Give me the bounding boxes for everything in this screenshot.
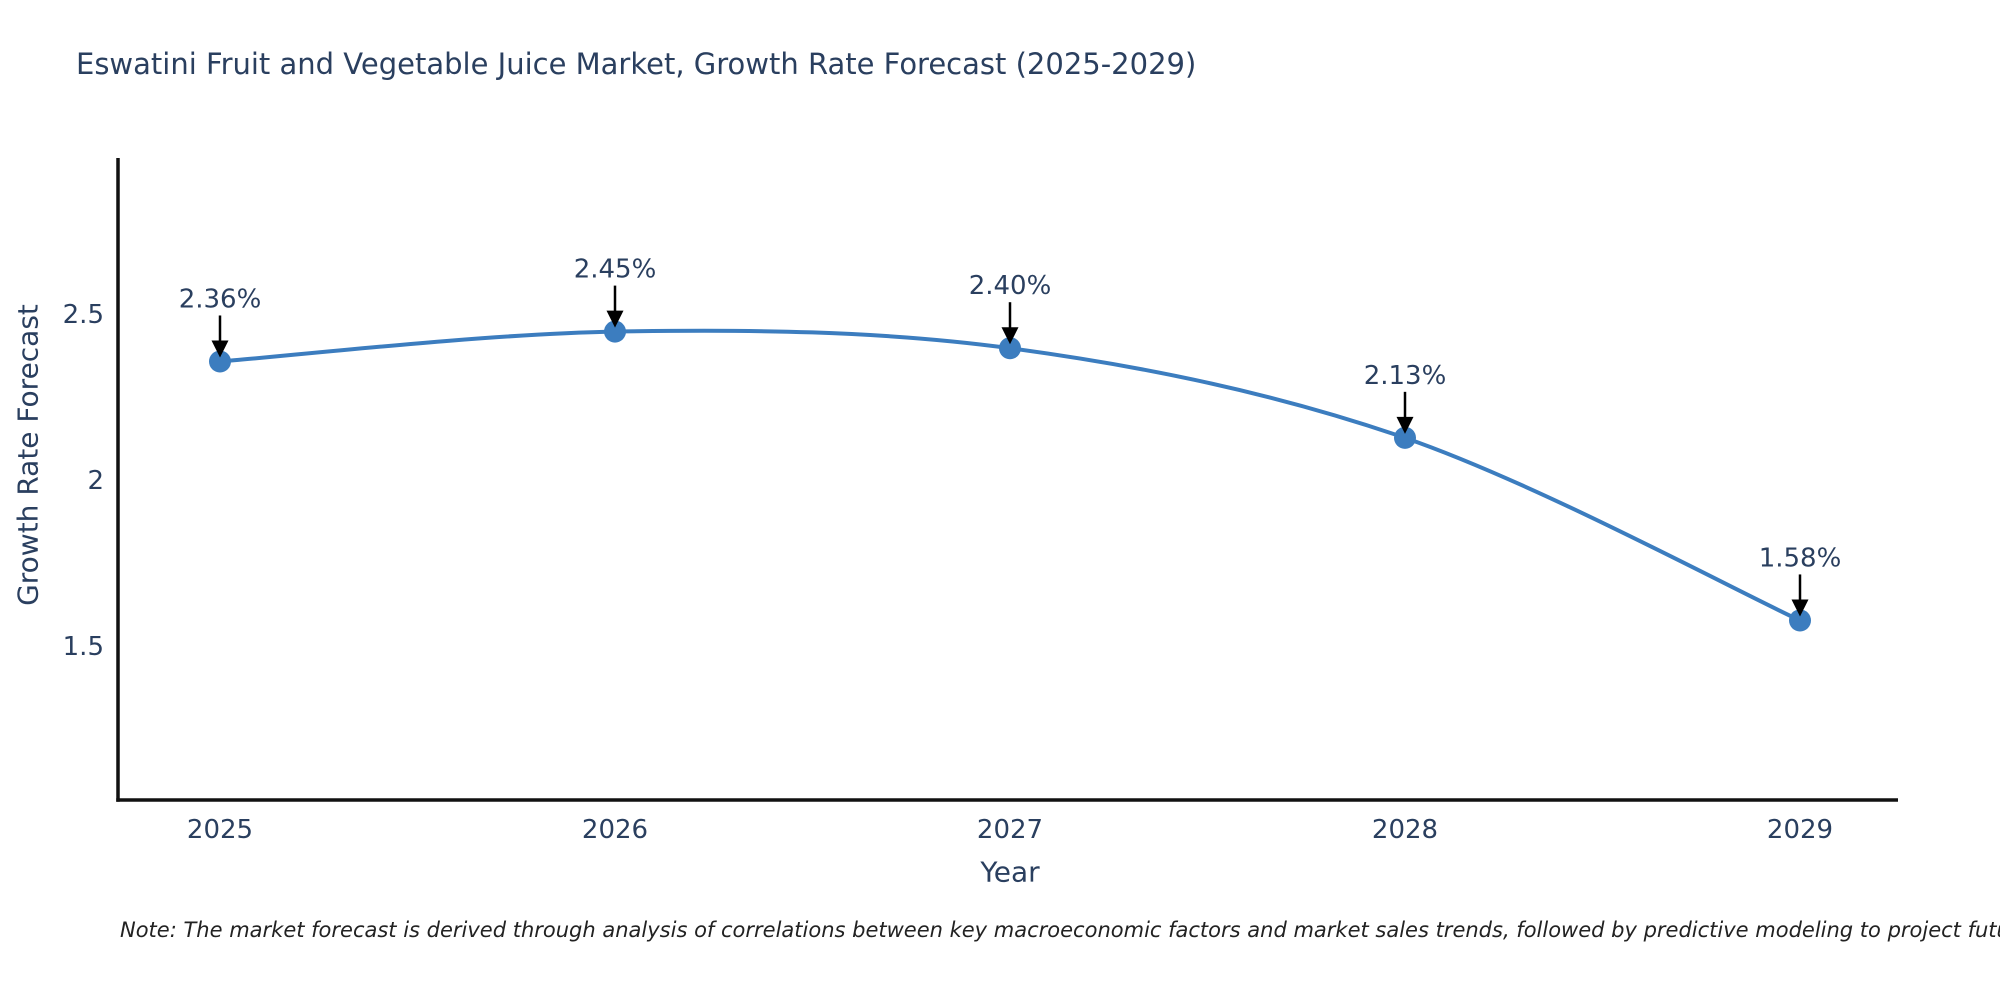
data-point-marker: [999, 337, 1021, 360]
y-tick-label: 1.5: [63, 632, 104, 662]
annotation-arrow-head: [1001, 327, 1019, 345]
data-point-label: 2.45%: [574, 255, 657, 285]
data-point-marker: [209, 350, 231, 373]
x-tick-label: 2026: [582, 815, 648, 845]
data-point-label: 2.13%: [1364, 361, 1447, 391]
footnote: Note: The market forecast is derived thr…: [120, 918, 2000, 942]
annotation-arrow-head: [606, 310, 624, 328]
x-axis-title: Year: [980, 855, 1040, 889]
y-tick-label: 2.5: [63, 300, 104, 330]
data-point-marker: [604, 320, 626, 343]
data-point-label: 2.40%: [969, 271, 1052, 301]
x-tick-label: 2027: [977, 815, 1043, 845]
annotation-arrow-head: [1396, 416, 1414, 434]
x-tick-label: 2028: [1372, 815, 1438, 845]
data-point-marker: [1789, 609, 1811, 632]
data-point-label: 1.58%: [1759, 543, 1842, 573]
data-point-marker: [1394, 426, 1416, 449]
chart-title: Eswatini Fruit and Vegetable Juice Marke…: [76, 47, 1197, 81]
x-tick-label: 2025: [187, 815, 253, 845]
y-tick-label: 2: [87, 466, 104, 496]
data-point-label: 2.36%: [179, 284, 262, 314]
x-tick-label: 2029: [1767, 815, 1833, 845]
annotation-arrow-head: [1791, 599, 1809, 617]
series-line: [218, 328, 1802, 623]
annotation-arrow-head: [211, 340, 229, 358]
